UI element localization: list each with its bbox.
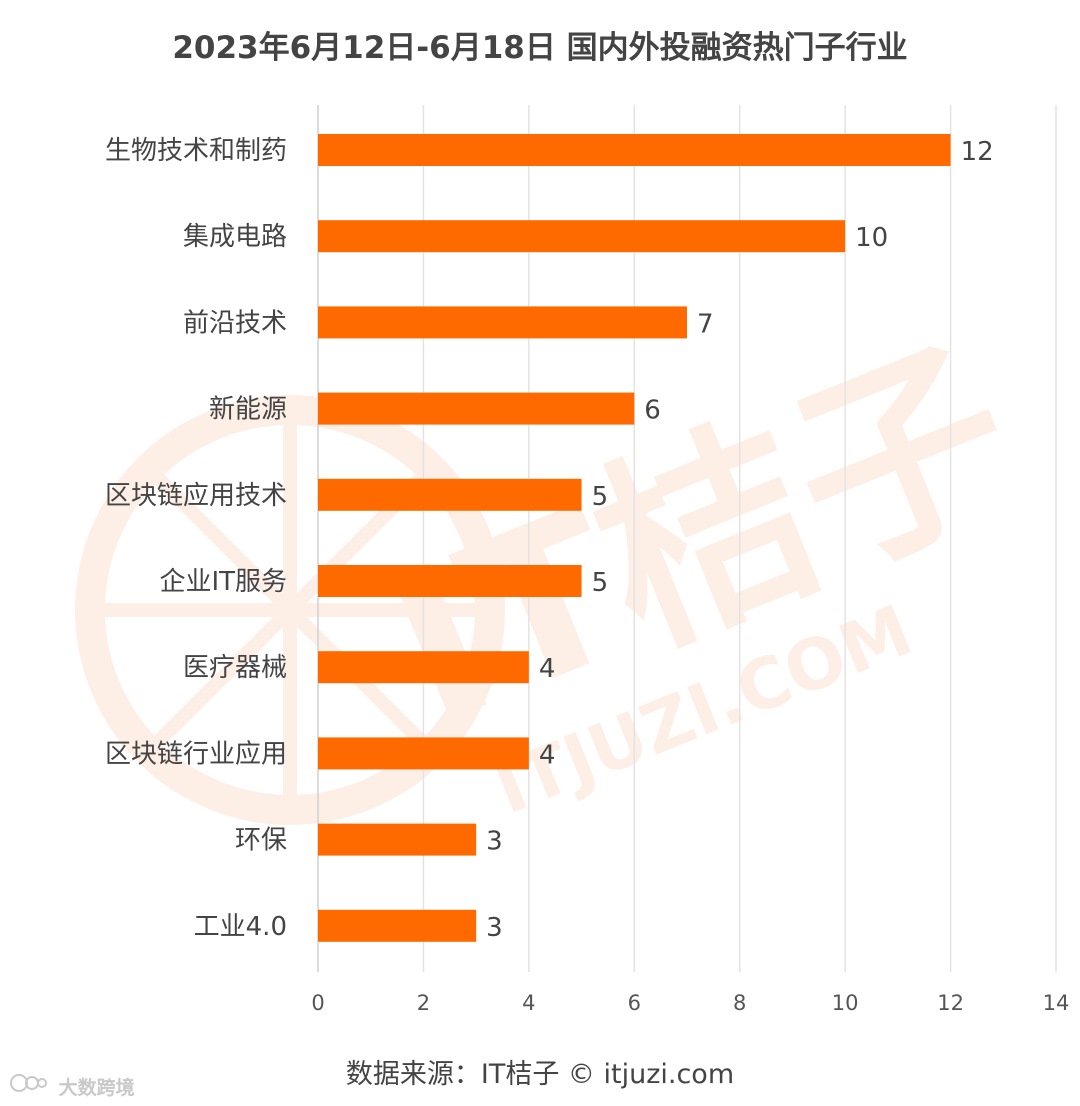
x-tick-label: 12 [937, 991, 964, 1015]
data-label: 12 [961, 137, 994, 167]
category-label: 工业4.0 [194, 912, 287, 942]
bar [318, 220, 846, 253]
data-label: 7 [697, 309, 714, 339]
x-tick-label: 2 [417, 991, 430, 1015]
brand-watermark: 大数跨境 [10, 1072, 135, 1100]
bar [318, 134, 951, 166]
x-tick-label: 6 [628, 991, 641, 1015]
data-label: 4 [539, 740, 556, 770]
data-label: 6 [644, 396, 661, 426]
category-label: 生物技术和制药 [105, 136, 287, 166]
x-tick-label: 8 [733, 991, 746, 1015]
brand-label: 大数跨境 [58, 1077, 135, 1099]
bar [318, 392, 635, 425]
bar [318, 306, 687, 339]
bar [318, 651, 529, 684]
category-label: 区块链行业应用 [105, 739, 287, 769]
bar [318, 909, 477, 942]
data-source: 数据来源：IT桔子 © itjuzi.com [345, 1059, 735, 1090]
bar [318, 565, 582, 597]
data-label: 10 [855, 223, 888, 253]
category-label: 集成电路 [183, 222, 287, 252]
category-label: 企业IT服务 [159, 567, 287, 597]
wechat-logo-icon [10, 1072, 48, 1099]
data-label: 4 [539, 654, 556, 684]
category-label: 前沿技术 [183, 308, 287, 338]
category-label: 区块链应用技术 [105, 481, 287, 511]
bar [318, 737, 529, 770]
category-label: 环保 [235, 826, 287, 856]
bar-chart: 0 2 4 6 8 10 12 14 生物技术和制药 12 集成电路 10 前沿技术 7 新能源 6 区块链应用… [105, 105, 1070, 1015]
x-tick-label: 14 [1043, 991, 1070, 1015]
data-label: 5 [592, 482, 609, 512]
x-tick-label: 4 [522, 991, 535, 1015]
category-label: 新能源 [209, 395, 287, 425]
bar [318, 823, 477, 856]
category-label: 医疗器械 [183, 653, 287, 683]
data-label: 3 [486, 827, 503, 857]
data-label: 3 [486, 913, 503, 943]
x-tick-label: 10 [832, 991, 859, 1015]
data-label: 5 [592, 568, 609, 598]
x-tick-label: 0 [311, 991, 324, 1015]
chart-title: 2023年6月12日-6月18日 国内外投融资热门子行业 [172, 30, 908, 66]
bar [318, 478, 582, 511]
